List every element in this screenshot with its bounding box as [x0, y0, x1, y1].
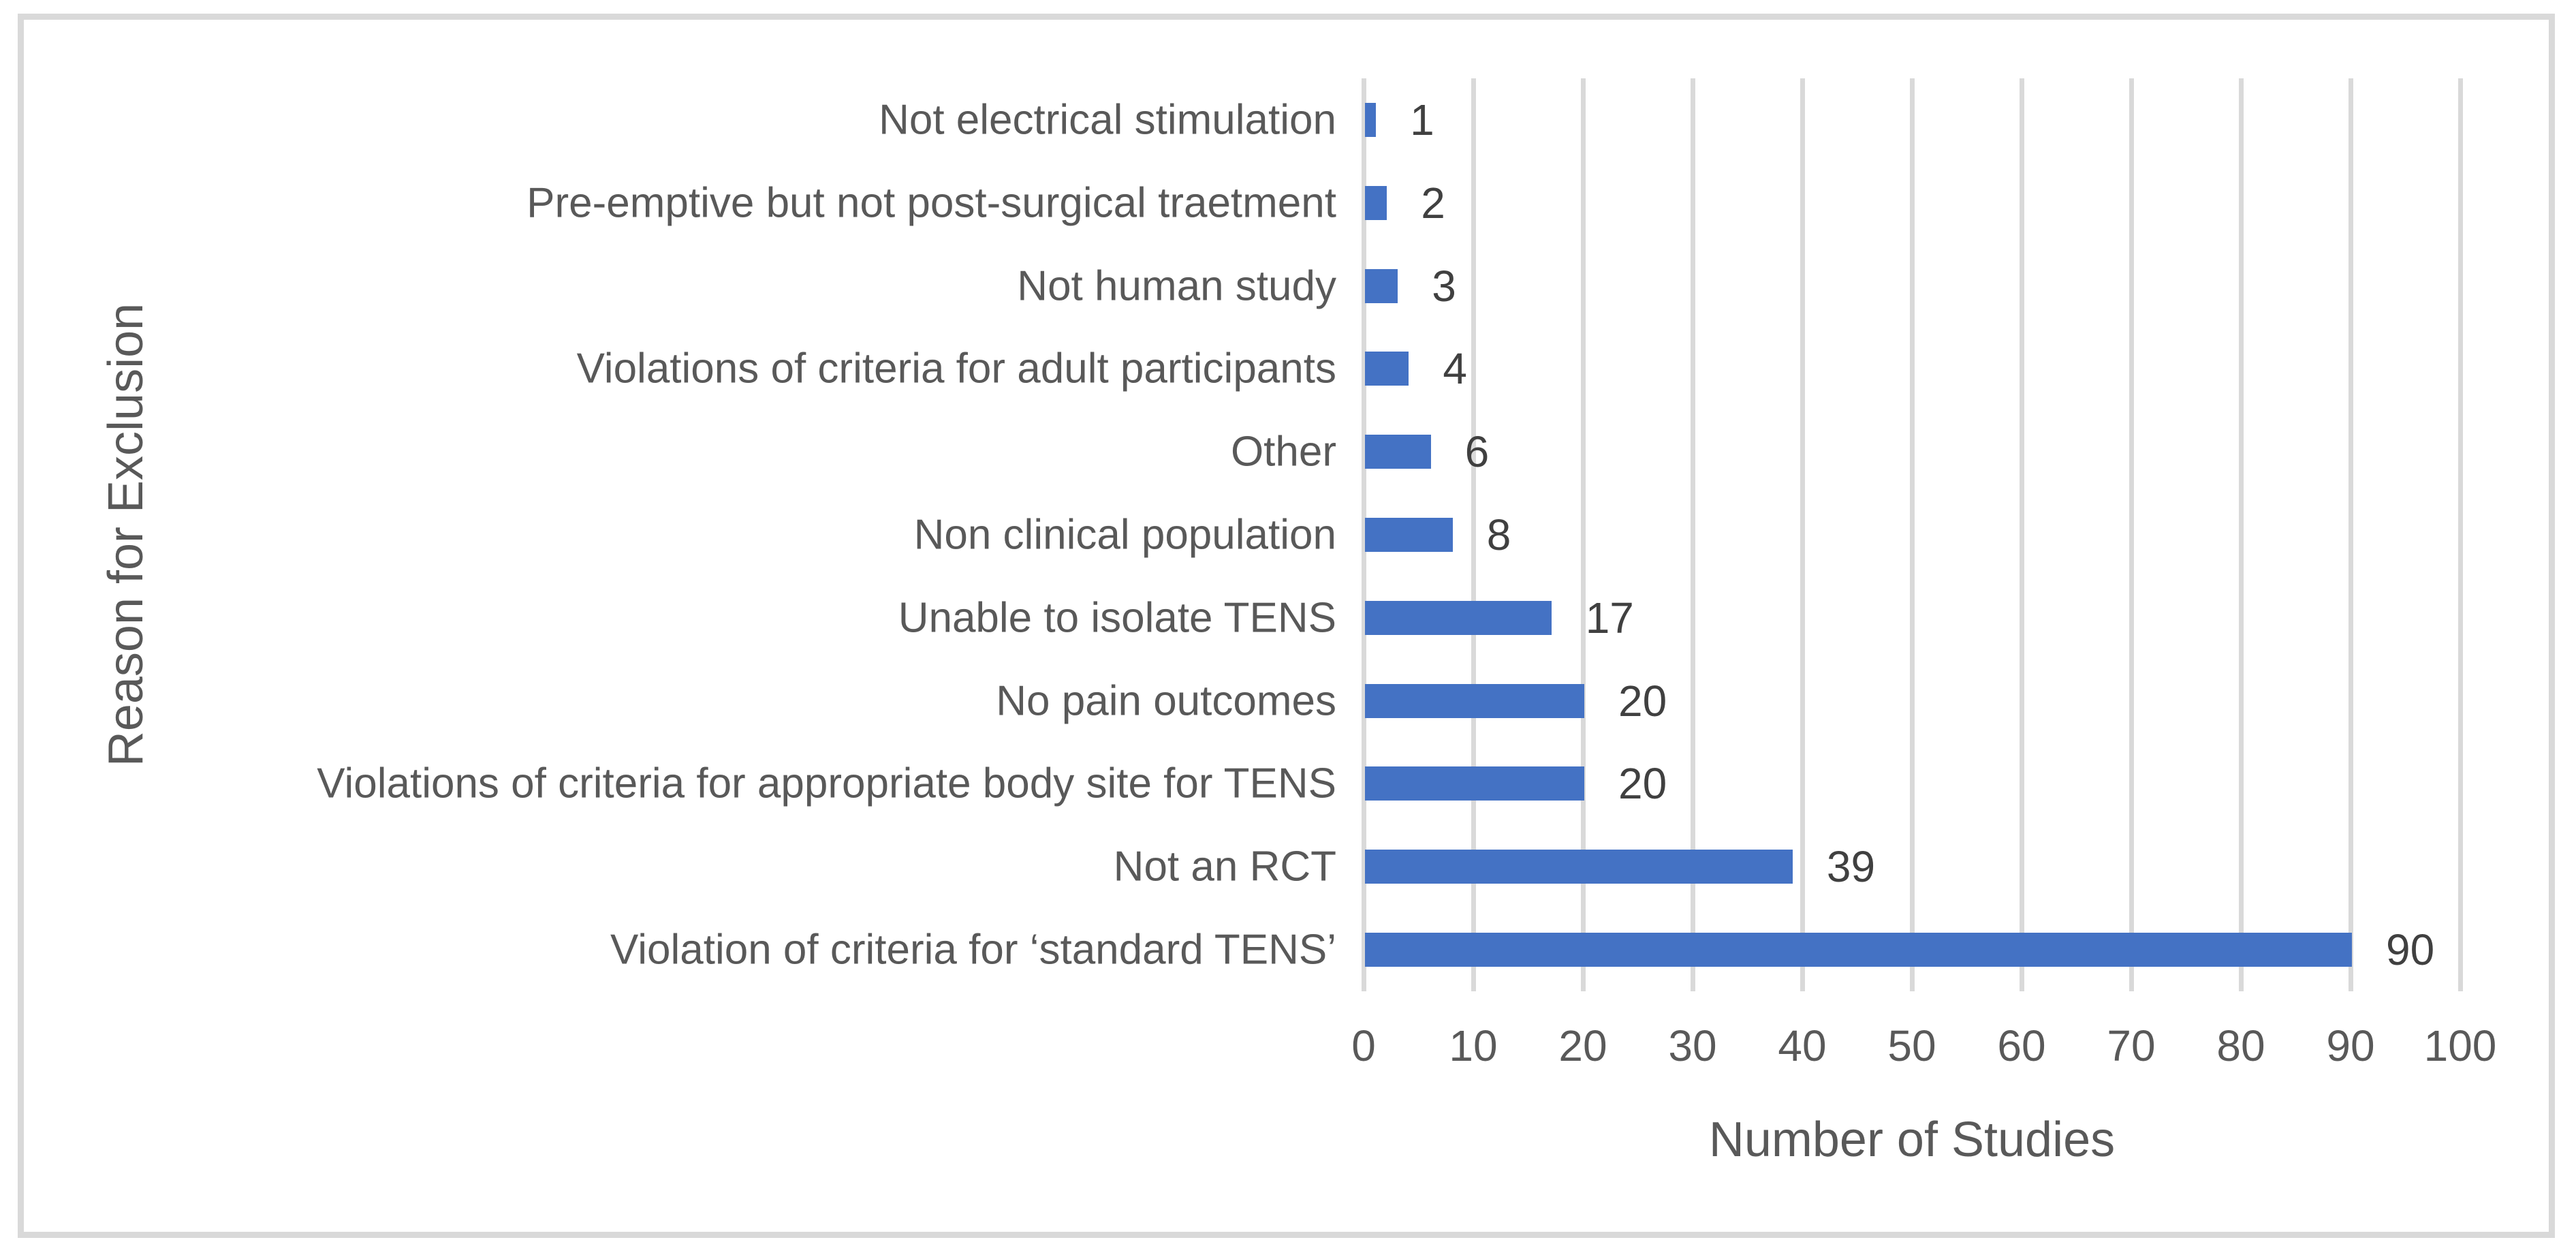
x-axis-title: Number of Studies: [1708, 1113, 2116, 1167]
x-tick-label: 20: [1558, 1021, 1607, 1070]
major-gridline: [2238, 78, 2244, 991]
bar: [1365, 435, 1431, 469]
bar-value-label: 17: [1585, 593, 1634, 642]
bar: [1365, 102, 1377, 137]
category-label: No pain outcomes: [996, 677, 1336, 725]
major-gridline: [1471, 78, 1476, 991]
x-tick-label: 40: [1778, 1021, 1827, 1070]
x-tick-label: 70: [2107, 1021, 2156, 1070]
major-gridline: [1909, 78, 1915, 991]
bar: [1365, 518, 1453, 552]
x-tick-label: 50: [1887, 1021, 1936, 1070]
bar: [1365, 683, 1584, 718]
bar: [1365, 933, 2352, 967]
major-gridline: [1690, 78, 1695, 991]
bar-value-label: 39: [1826, 842, 1876, 892]
category-label: Unable to isolate TENS: [898, 594, 1336, 642]
category-label: Violations of criteria for appropriate b…: [317, 760, 1336, 807]
bar-value-label: 8: [1486, 510, 1511, 559]
major-gridline: [2348, 78, 2353, 991]
y-axis-title: Reason for Exclusion: [99, 302, 153, 767]
x-tick-label: 80: [2216, 1021, 2265, 1070]
bar-value-label: 20: [1618, 676, 1667, 726]
bar-value-label: 3: [1432, 261, 1456, 311]
x-tick-label: 10: [1449, 1021, 1498, 1070]
bar-value-label: 1: [1410, 95, 1434, 144]
major-gridline: [1800, 78, 1805, 991]
major-gridline: [2457, 78, 2463, 991]
x-tick-label: 30: [1668, 1021, 1717, 1070]
category-label: Not an RCT: [1113, 843, 1336, 890]
major-gridline: [1361, 78, 1366, 991]
bar: [1365, 268, 1398, 303]
bar: [1365, 352, 1409, 386]
bar: [1365, 766, 1584, 801]
bar-value-label: 20: [1618, 759, 1667, 809]
bar: [1365, 600, 1552, 635]
x-tick-label: 90: [2326, 1021, 2375, 1070]
major-gridline: [1580, 78, 1586, 991]
category-label: Other: [1230, 428, 1336, 476]
bar: [1365, 185, 1387, 220]
major-gridline: [2129, 78, 2134, 991]
category-label: Pre-emptive but not post-surgical traetm…: [527, 179, 1336, 227]
category-label: Not human study: [1017, 262, 1336, 310]
x-tick-label: 100: [2423, 1021, 2497, 1070]
bar-value-label: 4: [1443, 344, 1467, 394]
bar-value-label: 6: [1464, 427, 1490, 477]
category-label: Non clinical population: [913, 511, 1336, 559]
x-tick-label: 0: [1351, 1021, 1376, 1070]
bar-value-label: 2: [1421, 178, 1445, 228]
x-tick-label: 60: [1997, 1021, 2046, 1070]
bar-value-label: 90: [2386, 925, 2435, 975]
category-label: Not electrical stimulation: [879, 96, 1336, 144]
category-label: Violation of criteria for ‘standard TENS…: [610, 926, 1336, 974]
category-label: Violations of criteria for adult partici…: [576, 345, 1336, 392]
major-gridline: [2019, 78, 2024, 991]
bar: [1365, 850, 1793, 884]
